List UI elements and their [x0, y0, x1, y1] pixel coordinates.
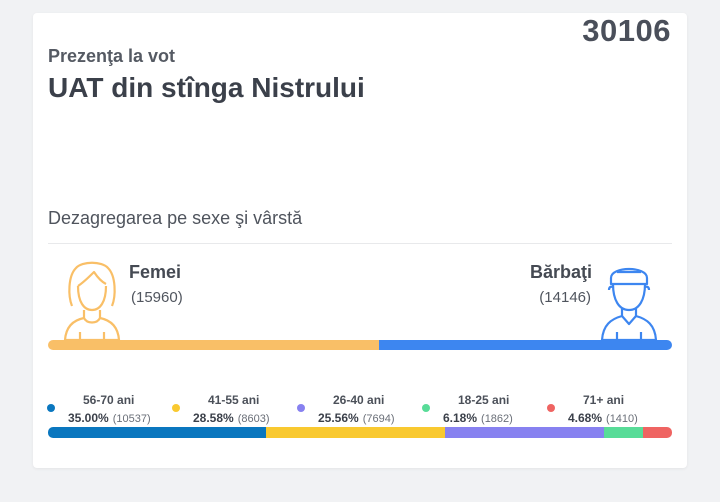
male-label: Bărbaţi — [529, 262, 592, 282]
legend-percentage: 6.18% (1862) — [443, 411, 513, 425]
age-bar-segment — [444, 427, 605, 438]
gender-bar — [48, 340, 672, 350]
age-bar — [48, 427, 672, 438]
age-bar-segment — [266, 427, 445, 438]
gender-bar-male — [378, 340, 672, 350]
legend-dot-icon — [47, 404, 55, 412]
female-count: (15960) — [131, 289, 183, 306]
female-avatar-icon — [63, 261, 121, 342]
legend-count: (1410) — [606, 413, 638, 425]
legend-pct-value: 35.00% — [68, 411, 109, 425]
legend-pct-value: 25.56% — [318, 411, 359, 425]
age-bar-segment — [48, 427, 267, 438]
legend-label: 26-40 ani — [333, 393, 385, 407]
legend-pct-value: 4.68% — [568, 411, 603, 425]
legend-label: 18-25 ani — [458, 393, 510, 407]
section-title: Dezagregarea pe sexe şi vârstă — [48, 208, 303, 228]
legend-dot-icon — [297, 404, 305, 412]
card-title: UAT din stînga Nistrului — [48, 72, 365, 103]
gender-bar-female — [48, 340, 379, 350]
female-label: Femei — [129, 262, 182, 282]
legend-percentage: 35.00% (10537) — [68, 411, 151, 425]
legend-percentage: 28.58% (8603) — [193, 411, 270, 425]
legend-count: (10537) — [112, 413, 151, 425]
legend-percentage: 4.68% (1410) — [568, 411, 638, 425]
legend-dot-icon — [172, 404, 180, 412]
legend-pct-value: 6.18% — [443, 411, 478, 425]
age-bar-segment — [642, 427, 672, 438]
card-subtitle: Prezenţa la vot — [48, 46, 176, 66]
legend-count: (1862) — [481, 413, 513, 425]
legend-label: 71+ ani — [583, 393, 625, 407]
legend-label: 41-55 ani — [208, 393, 260, 407]
male-count: (14146) — [539, 289, 591, 306]
male-avatar-icon — [600, 267, 658, 342]
total-voters: 30106 — [582, 13, 671, 48]
legend-dot-icon — [422, 404, 430, 412]
legend-dot-icon — [547, 404, 555, 412]
turnout-card: 30106 Prezenţa la vot UAT din stînga Nis… — [33, 13, 687, 468]
legend-count: (7694) — [362, 413, 395, 425]
legend-label: 56-70 ani — [83, 393, 135, 407]
legend-percentage: 25.56% (7694) — [318, 411, 395, 425]
legend-count: (8603) — [237, 413, 270, 425]
age-bar-segment — [604, 427, 643, 438]
divider — [48, 243, 672, 244]
legend-pct-value: 28.58% — [193, 411, 234, 425]
